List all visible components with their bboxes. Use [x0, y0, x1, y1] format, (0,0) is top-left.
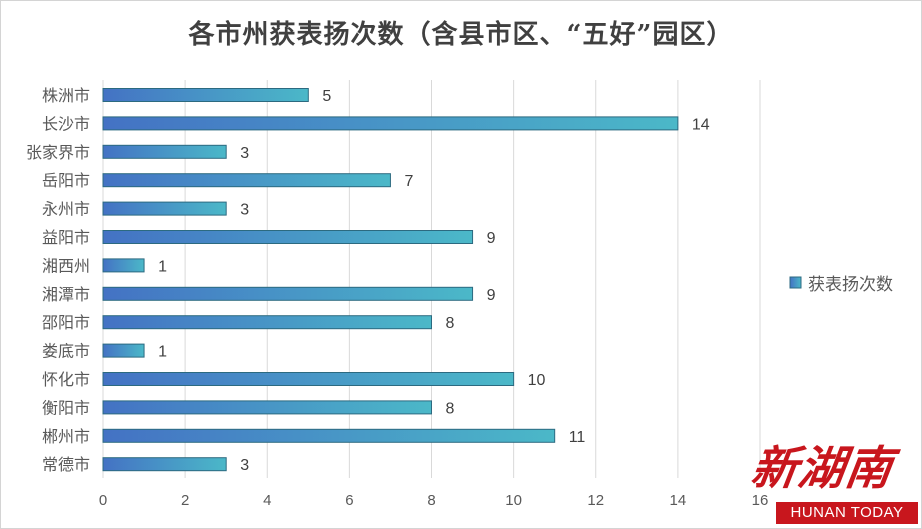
category-label: 张家界市 [26, 143, 90, 162]
x-tick-label: 2 [181, 492, 189, 509]
legend-swatch [789, 276, 802, 289]
bar [102, 457, 227, 472]
x-tick-label: 0 [99, 492, 107, 509]
data-label: 1 [158, 258, 167, 275]
bar [102, 116, 679, 131]
data-label: 5 [322, 88, 331, 105]
category-label: 常德市 [42, 455, 90, 474]
category-label: 长沙市 [42, 114, 90, 133]
bar [102, 343, 145, 358]
category-label: 衡阳市 [42, 398, 90, 417]
x-tick-label: 16 [752, 492, 769, 509]
bar [102, 372, 515, 386]
bar [102, 400, 432, 415]
data-label: 3 [240, 202, 249, 219]
data-label: 10 [528, 372, 546, 389]
data-label: 8 [446, 315, 455, 332]
x-tick-label: 14 [670, 492, 687, 509]
data-label: 9 [487, 230, 496, 247]
bar [102, 428, 556, 443]
data-label: 8 [446, 400, 455, 417]
category-label: 邵阳市 [42, 313, 90, 332]
data-label: 3 [240, 145, 249, 162]
data-label: 9 [487, 287, 496, 304]
bar [102, 230, 474, 244]
x-tick-label: 4 [263, 492, 271, 509]
x-tick-label: 10 [505, 492, 522, 509]
category-label: 怀化市 [42, 370, 90, 389]
category-label: 岳阳市 [42, 171, 90, 190]
bar [102, 286, 474, 301]
legend: 获表扬次数 [789, 275, 893, 295]
data-label: 3 [240, 457, 249, 474]
data-label: 14 [692, 116, 710, 133]
category-label: 湘潭市 [42, 285, 90, 304]
category-label: 株洲市 [42, 86, 90, 105]
bar [102, 173, 391, 188]
category-label: 郴州市 [42, 427, 90, 446]
x-tick-label: 8 [427, 492, 435, 509]
x-tick-label: 6 [345, 492, 353, 509]
bar [102, 258, 145, 273]
category-label: 娄底市 [42, 342, 90, 361]
bar [102, 201, 227, 216]
category-label: 永州市 [42, 200, 90, 219]
chart-title: 各市州获表扬次数（含县市区、“五好”园区） [188, 20, 734, 50]
legend-label: 获表扬次数 [808, 275, 893, 295]
data-label: 1 [158, 344, 167, 361]
x-tick-label: 12 [587, 492, 604, 509]
bar [102, 315, 432, 330]
hunan-today-logo: 新湖南 HUNAN TODAY [744, 426, 919, 526]
logo-english-text: HUNAN TODAY [776, 502, 918, 524]
data-label: 7 [404, 173, 413, 190]
bar [102, 88, 309, 102]
data-label: 11 [569, 429, 586, 446]
bar [102, 144, 227, 159]
category-label: 湘西州 [42, 256, 90, 275]
logo-chinese-text: 新湖南 [747, 441, 897, 495]
category-label: 益阳市 [42, 228, 90, 247]
